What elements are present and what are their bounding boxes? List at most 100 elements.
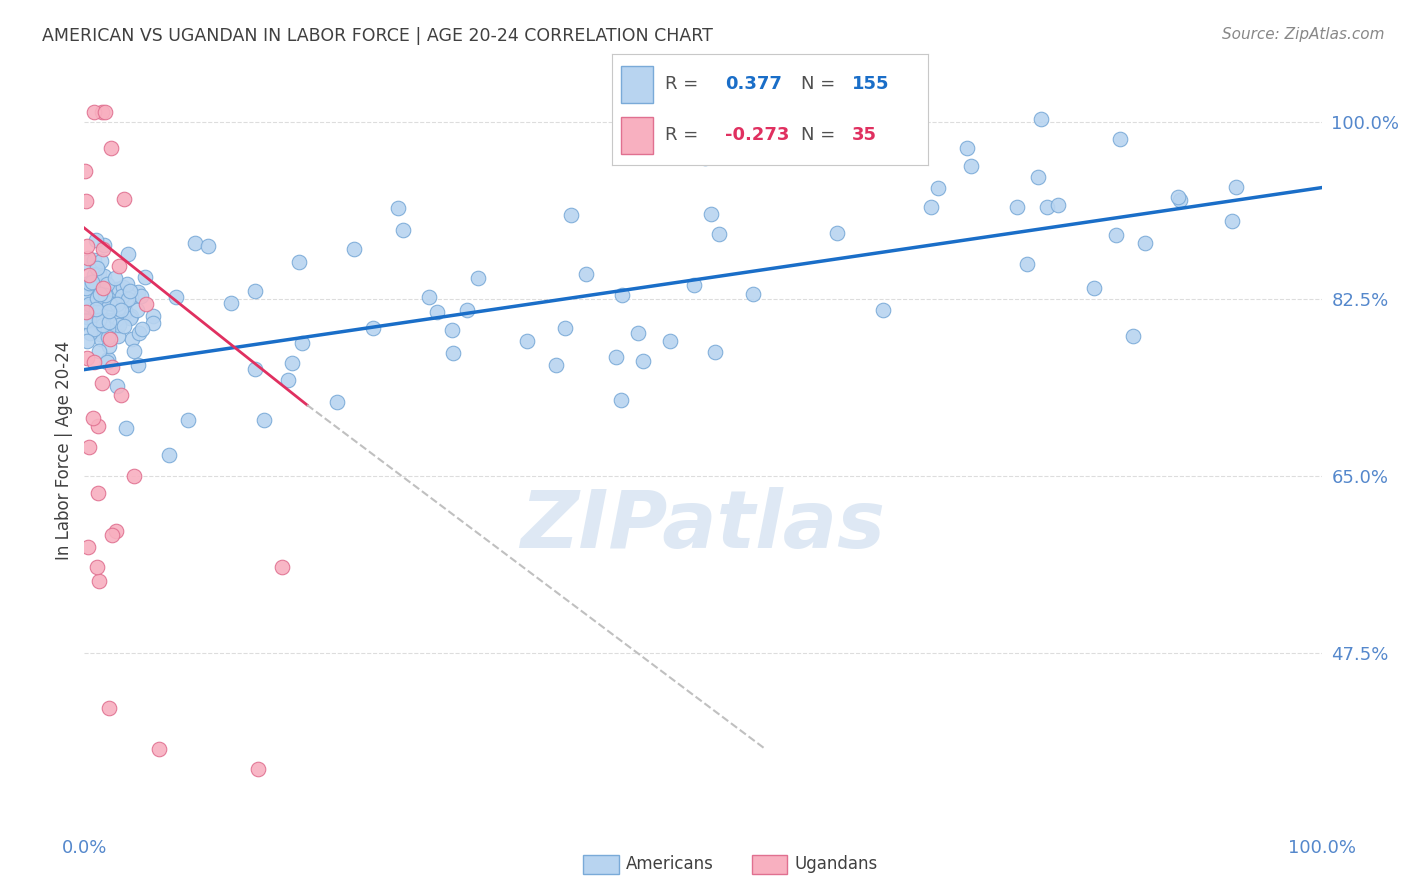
Point bbox=[117, 247, 139, 261]
Point bbox=[1168, 193, 1191, 207]
Point bbox=[122, 343, 145, 358]
Point bbox=[560, 208, 582, 222]
Point bbox=[83, 252, 105, 267]
Point bbox=[91, 312, 114, 326]
Text: Ugandans: Ugandans bbox=[794, 855, 877, 873]
Point bbox=[610, 393, 633, 408]
Point bbox=[142, 309, 165, 323]
Point bbox=[1108, 132, 1130, 146]
Point bbox=[291, 336, 314, 351]
Point bbox=[75, 194, 97, 208]
Point bbox=[98, 295, 121, 310]
Point bbox=[114, 305, 136, 319]
Point bbox=[90, 332, 112, 346]
Point bbox=[101, 528, 124, 542]
Point bbox=[86, 261, 108, 276]
Point bbox=[901, 138, 924, 153]
Point bbox=[955, 141, 977, 155]
Point bbox=[87, 292, 110, 306]
Point bbox=[89, 301, 111, 315]
Point bbox=[117, 277, 139, 291]
Point bbox=[89, 266, 111, 280]
Point bbox=[91, 281, 114, 295]
Point bbox=[112, 280, 135, 294]
Point bbox=[89, 326, 111, 341]
Point bbox=[98, 332, 121, 346]
Point bbox=[135, 297, 157, 311]
Point bbox=[1047, 198, 1070, 212]
Point bbox=[693, 151, 716, 165]
Point bbox=[184, 236, 207, 251]
Point bbox=[90, 254, 112, 268]
Point bbox=[280, 356, 302, 370]
Point bbox=[104, 286, 127, 301]
Point bbox=[83, 301, 105, 316]
Point bbox=[96, 355, 118, 369]
Point bbox=[271, 559, 294, 574]
Point bbox=[742, 287, 765, 301]
Text: 155: 155 bbox=[852, 75, 890, 93]
Point bbox=[142, 316, 165, 330]
Point bbox=[83, 314, 105, 328]
Point bbox=[76, 334, 98, 349]
Text: Americans: Americans bbox=[626, 855, 713, 873]
Point bbox=[120, 290, 142, 304]
Point bbox=[131, 289, 153, 303]
Point bbox=[363, 321, 385, 335]
Point bbox=[115, 421, 138, 435]
Point bbox=[426, 305, 449, 319]
Point bbox=[107, 297, 129, 311]
Point bbox=[86, 559, 108, 574]
Point bbox=[97, 322, 120, 336]
Point bbox=[1225, 180, 1247, 194]
Point bbox=[86, 292, 108, 306]
Point bbox=[1036, 200, 1059, 214]
Point bbox=[89, 313, 111, 327]
Point bbox=[1005, 200, 1028, 214]
Point bbox=[1029, 112, 1052, 127]
Point bbox=[418, 289, 440, 303]
Text: R =: R = bbox=[665, 75, 699, 93]
Point bbox=[456, 303, 478, 318]
Point bbox=[82, 276, 104, 290]
Text: ZIPatlas: ZIPatlas bbox=[520, 487, 886, 566]
Text: AMERICAN VS UGANDAN IN LABOR FORCE | AGE 20-24 CORRELATION CHART: AMERICAN VS UGANDAN IN LABOR FORCE | AGE… bbox=[42, 27, 713, 45]
Point bbox=[98, 339, 121, 353]
Point bbox=[76, 239, 98, 253]
Point bbox=[89, 287, 111, 301]
Point bbox=[441, 345, 464, 359]
Point bbox=[1105, 228, 1128, 243]
Point bbox=[165, 290, 187, 304]
Point bbox=[101, 297, 124, 311]
Point bbox=[277, 373, 299, 387]
Point bbox=[112, 319, 135, 334]
Point bbox=[91, 104, 114, 119]
Text: Source: ZipAtlas.com: Source: ZipAtlas.com bbox=[1222, 27, 1385, 42]
Point bbox=[872, 303, 894, 318]
Bar bbox=[621, 117, 652, 154]
Point bbox=[98, 304, 121, 318]
Text: N =: N = bbox=[801, 75, 835, 93]
Point bbox=[467, 271, 489, 285]
Point bbox=[243, 362, 266, 376]
Point bbox=[219, 295, 242, 310]
Point bbox=[77, 297, 100, 311]
Point bbox=[87, 486, 110, 500]
Point bbox=[682, 277, 704, 292]
Point bbox=[107, 301, 129, 315]
Point bbox=[93, 268, 115, 283]
Point bbox=[118, 310, 141, 325]
Point bbox=[1083, 280, 1105, 294]
Point bbox=[392, 223, 415, 237]
Point bbox=[134, 270, 156, 285]
Point bbox=[75, 299, 97, 313]
Point bbox=[90, 292, 112, 306]
Bar bbox=[621, 66, 652, 103]
Text: 35: 35 bbox=[852, 126, 877, 144]
Point bbox=[86, 288, 108, 302]
Point bbox=[554, 320, 576, 334]
Point bbox=[131, 322, 153, 336]
Point bbox=[75, 277, 97, 292]
Point bbox=[83, 104, 105, 119]
Point bbox=[1167, 189, 1189, 203]
